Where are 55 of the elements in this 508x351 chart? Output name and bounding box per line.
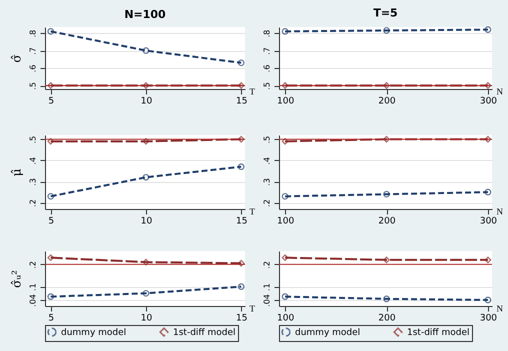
y-tick-label: .3 bbox=[262, 178, 272, 186]
x-axis-title: N bbox=[496, 206, 504, 216]
y-tick-label: .6 bbox=[28, 64, 38, 72]
legend-label: 1st-diff model bbox=[407, 328, 470, 338]
y-tick-label: .04 bbox=[28, 294, 38, 307]
x-axis-title: N bbox=[496, 86, 504, 96]
y-tick-label: .5 bbox=[262, 82, 272, 90]
x-tick-label: 200 bbox=[378, 216, 396, 226]
x-axis-title: T bbox=[250, 86, 256, 96]
y-tick-label: .5 bbox=[28, 136, 38, 144]
x-tick-label: 5 bbox=[48, 96, 54, 106]
chart-title: N=100 bbox=[124, 8, 166, 22]
y-tick-label: .2 bbox=[262, 199, 272, 207]
y-tick-label: .7 bbox=[262, 47, 272, 55]
y-tick-label: .2 bbox=[262, 261, 272, 269]
x-tick-label: 200 bbox=[378, 96, 396, 106]
legend-label: dummy model bbox=[295, 328, 360, 338]
x-tick-label: 10 bbox=[140, 314, 152, 324]
x-tick-label: 300 bbox=[480, 314, 498, 324]
x-tick-label: 100 bbox=[276, 96, 294, 106]
x-axis-title: T bbox=[250, 304, 256, 314]
y-tick-label: .2 bbox=[28, 261, 38, 269]
y-tick-label: .1 bbox=[28, 283, 38, 291]
x-tick-label: 100 bbox=[276, 314, 294, 324]
y-tick-label: .04 bbox=[262, 294, 272, 307]
chart-title: T=5 bbox=[373, 6, 398, 20]
y-tick-label: .1 bbox=[262, 283, 272, 291]
y-tick-label: .8 bbox=[28, 30, 38, 38]
x-tick-label: 15 bbox=[236, 96, 248, 106]
x-tick-label: 10 bbox=[140, 96, 152, 106]
x-tick-label: 300 bbox=[480, 216, 498, 226]
y-tick-label: .7 bbox=[28, 47, 38, 55]
x-axis-title: T bbox=[250, 206, 256, 216]
y-axis-title: μ̂ bbox=[10, 168, 24, 176]
x-tick-label: 5 bbox=[48, 314, 54, 324]
y-tick-label: .4 bbox=[28, 157, 38, 165]
y-axis-title: σ̂ᵤ² bbox=[10, 270, 24, 288]
y-tick-label: .3 bbox=[28, 178, 38, 186]
y-axis-title: σ̂ bbox=[10, 54, 24, 63]
x-tick-label: 300 bbox=[480, 96, 498, 106]
x-tick-label: 10 bbox=[140, 216, 152, 226]
x-tick-label: 15 bbox=[236, 216, 248, 226]
x-axis-title: N bbox=[496, 304, 504, 314]
x-tick-label: 200 bbox=[378, 314, 396, 324]
y-tick-label: .4 bbox=[262, 157, 272, 165]
y-tick-label: .2 bbox=[28, 199, 38, 207]
y-tick-label: .6 bbox=[262, 64, 272, 72]
y-tick-label: .5 bbox=[28, 82, 38, 90]
x-tick-label: 15 bbox=[236, 314, 248, 324]
legend-label: 1st-diff model bbox=[173, 328, 236, 338]
legend-label: dummy model bbox=[61, 328, 126, 338]
x-tick-label: 5 bbox=[48, 216, 54, 226]
y-tick-label: .8 bbox=[262, 30, 272, 38]
y-tick-label: .5 bbox=[262, 136, 272, 144]
x-tick-label: 100 bbox=[276, 216, 294, 226]
